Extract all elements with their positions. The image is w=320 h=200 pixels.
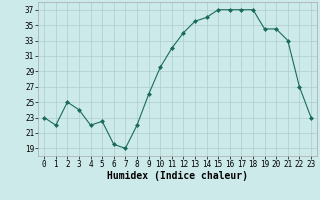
X-axis label: Humidex (Indice chaleur): Humidex (Indice chaleur) [107,171,248,181]
